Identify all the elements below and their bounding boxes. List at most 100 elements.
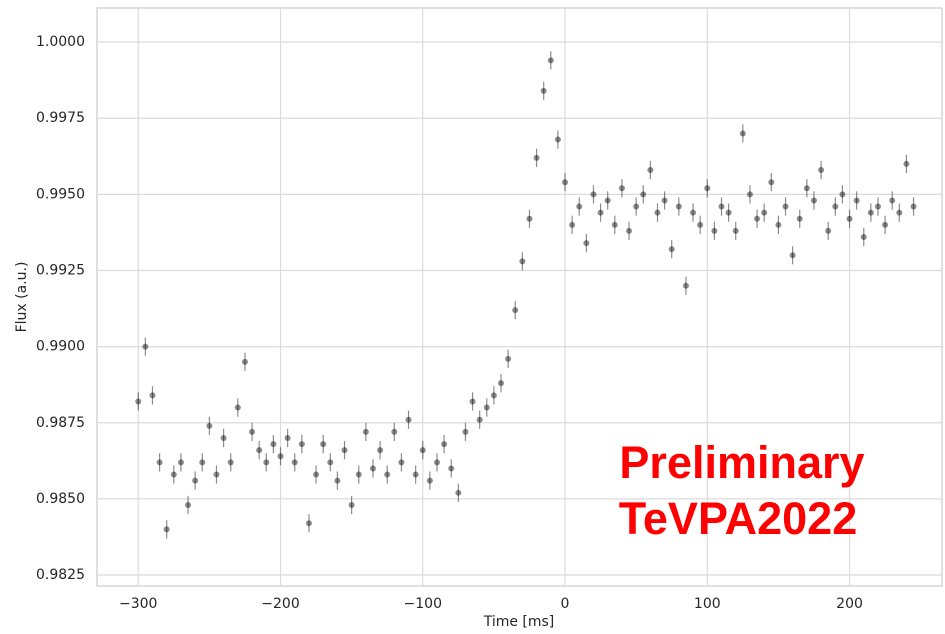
data-point — [739, 130, 746, 137]
data-point — [277, 453, 284, 460]
data-point — [611, 221, 618, 228]
data-point — [412, 471, 419, 478]
data-point — [177, 459, 184, 466]
data-point — [505, 355, 512, 362]
data-point — [334, 477, 341, 484]
y-tick-label: 0.9850 — [36, 491, 85, 507]
data-point — [661, 197, 668, 204]
data-point — [597, 209, 604, 216]
data-point — [754, 215, 761, 222]
data-point — [853, 197, 860, 204]
data-point — [825, 227, 832, 234]
data-point — [711, 227, 718, 234]
data-point — [163, 526, 170, 533]
data-point — [369, 465, 376, 472]
data-point — [576, 203, 583, 210]
data-point — [618, 185, 625, 192]
data-point — [889, 197, 896, 204]
data-point — [818, 167, 825, 174]
y-tick-label: 1.0000 — [36, 34, 85, 50]
data-point — [490, 392, 497, 399]
data-point — [775, 221, 782, 228]
x-tick-label: 200 — [836, 596, 863, 612]
data-point — [313, 471, 320, 478]
data-point — [291, 459, 298, 466]
data-point — [768, 179, 775, 186]
data-point — [135, 398, 142, 405]
data-point — [533, 154, 540, 161]
data-point — [839, 191, 846, 198]
data-point — [448, 465, 455, 472]
data-point — [348, 501, 355, 508]
y-tick-label: 0.9950 — [36, 186, 85, 202]
data-point — [697, 221, 704, 228]
data-point — [746, 191, 753, 198]
data-point — [796, 215, 803, 222]
data-point — [633, 203, 640, 210]
data-point — [355, 471, 362, 478]
data-point — [305, 520, 312, 527]
x-axis-label: Time [ms] — [483, 614, 555, 630]
data-point — [654, 209, 661, 216]
data-point — [846, 215, 853, 222]
data-point — [441, 441, 448, 448]
data-point — [512, 307, 519, 314]
data-point — [675, 203, 682, 210]
data-point — [298, 441, 305, 448]
data-point — [213, 471, 220, 478]
annotation: TeVPA2022 — [619, 493, 857, 544]
x-tick-label: −300 — [119, 596, 157, 612]
annotation: Preliminary — [619, 437, 864, 488]
data-point — [156, 459, 163, 466]
data-point — [227, 459, 234, 466]
data-point — [206, 422, 213, 429]
y-tick-label: 0.9825 — [36, 567, 85, 583]
data-point — [455, 489, 462, 496]
data-point — [362, 428, 369, 435]
data-point — [569, 221, 576, 228]
data-point — [874, 203, 881, 210]
data-point — [867, 209, 874, 216]
data-point — [896, 209, 903, 216]
data-point — [185, 501, 192, 508]
y-tick-label: 0.9875 — [36, 415, 85, 431]
data-point — [690, 209, 697, 216]
data-point — [192, 477, 199, 484]
data-point — [668, 246, 675, 253]
data-point — [604, 197, 611, 204]
data-point — [725, 209, 732, 216]
data-point — [249, 428, 256, 435]
data-point — [526, 215, 533, 222]
y-tick-label: 0.9925 — [36, 263, 85, 279]
data-point — [583, 240, 590, 247]
data-point — [170, 471, 177, 478]
data-point — [590, 191, 597, 198]
data-point — [803, 185, 810, 192]
data-point — [782, 203, 789, 210]
data-point — [732, 227, 739, 234]
data-point — [220, 434, 227, 441]
y-tick-label: 0.9900 — [36, 339, 85, 355]
data-point — [284, 434, 291, 441]
data-point — [682, 282, 689, 289]
x-tick-label: −200 — [261, 596, 299, 612]
data-point — [234, 404, 241, 411]
data-point — [903, 160, 910, 167]
y-axis-label: Flux (a.u.) — [14, 262, 30, 333]
data-point — [263, 459, 270, 466]
x-tick-label: 100 — [694, 596, 721, 612]
data-point — [433, 459, 440, 466]
data-point — [704, 185, 711, 192]
data-point — [462, 428, 469, 435]
data-point — [860, 234, 867, 241]
data-point — [391, 428, 398, 435]
data-point — [554, 136, 561, 143]
data-point — [469, 398, 476, 405]
data-point — [426, 477, 433, 484]
data-point — [910, 203, 917, 210]
data-point — [562, 179, 569, 186]
data-point — [647, 167, 654, 174]
data-point — [882, 221, 889, 228]
data-point — [483, 404, 490, 411]
x-tick-label: −100 — [404, 596, 442, 612]
